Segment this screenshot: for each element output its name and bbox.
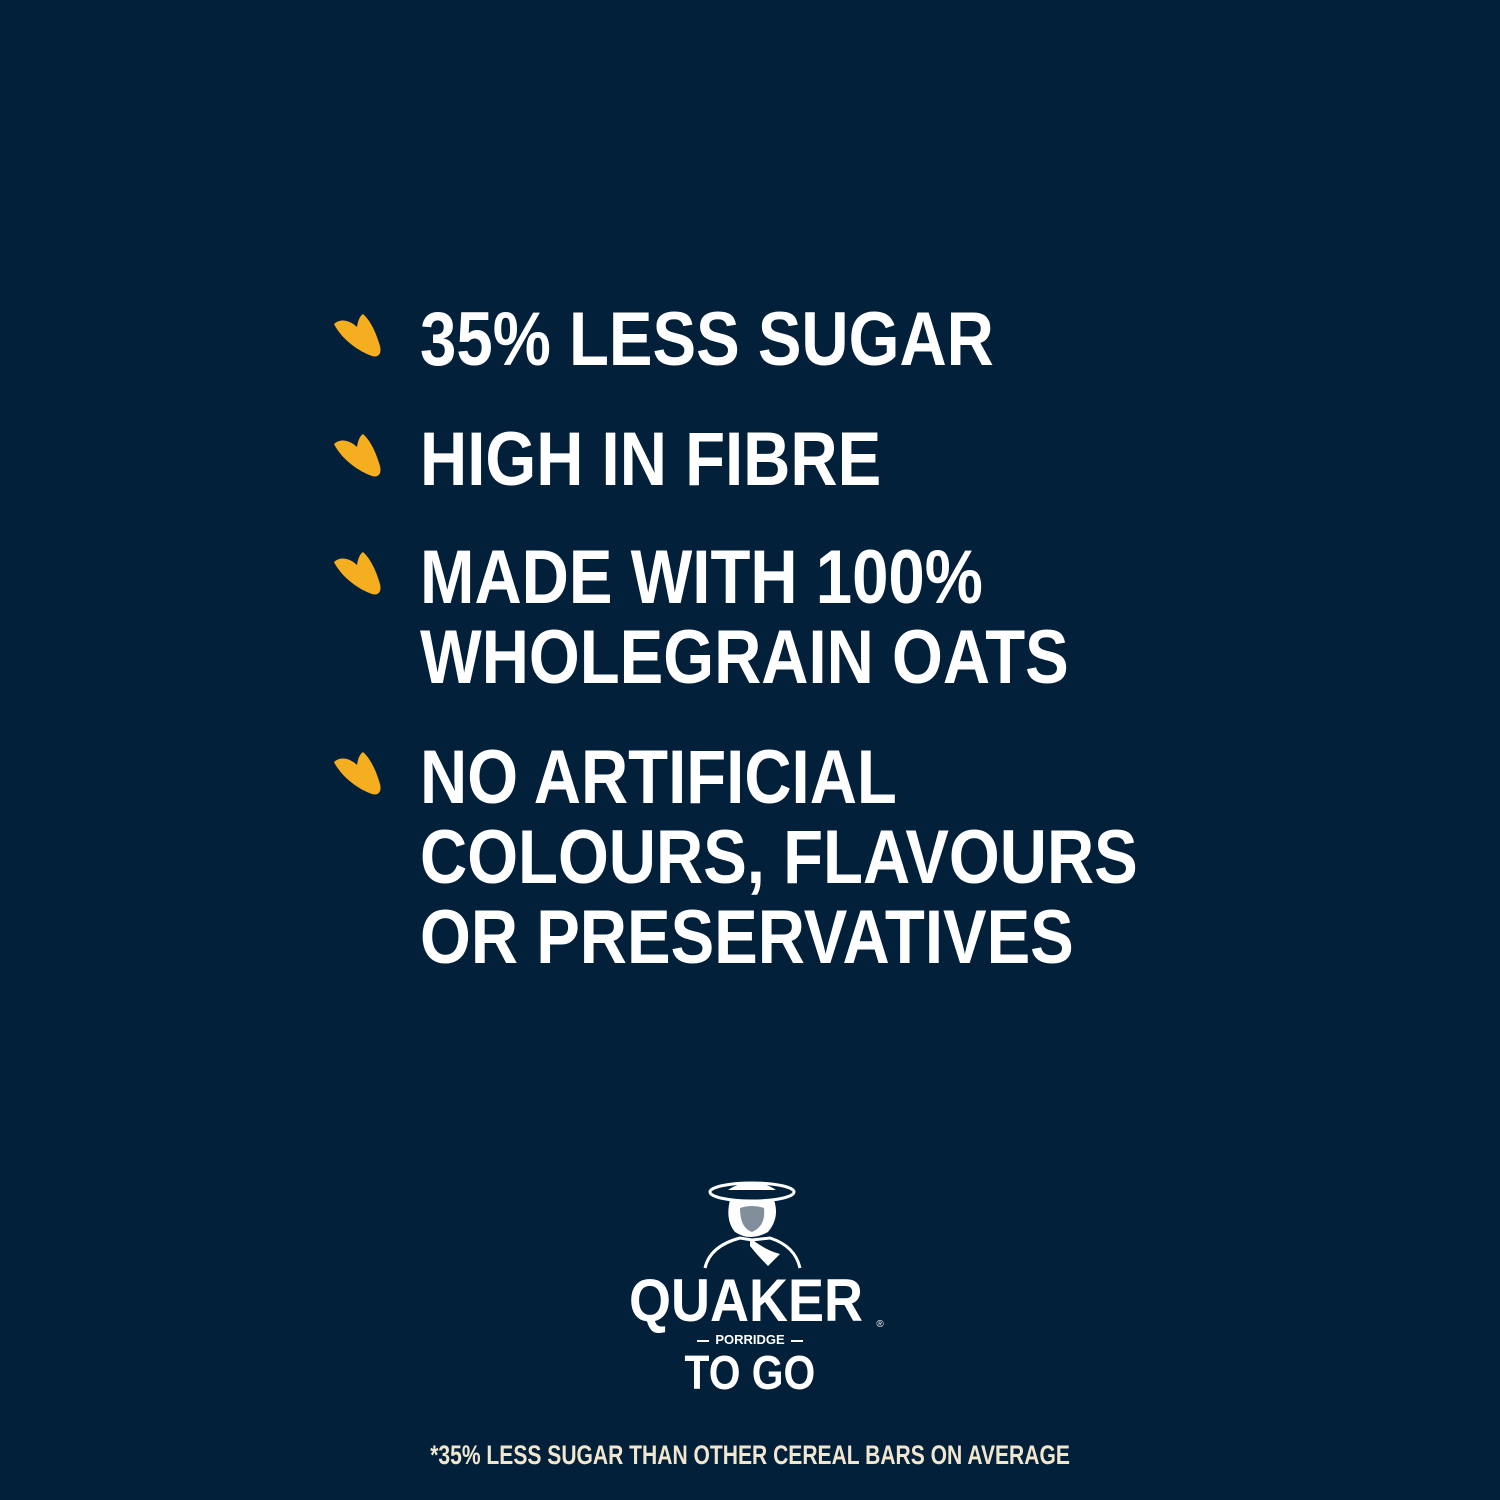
divider <box>790 1339 803 1342</box>
logo-brand: QUAKER <box>629 1267 864 1334</box>
footnote: *35% LESS SUGAR THAN OTHER CEREAL BARS O… <box>0 1440 1500 1471</box>
oat-grain-icon <box>330 430 386 480</box>
oat-grain-icon <box>330 548 386 598</box>
benefit-text: HIGH IN FIBRE <box>420 417 882 502</box>
benefit-text: 35% LESS SUGAR <box>420 297 994 382</box>
quaker-logo: QUAKER ® PORRIDGE TO GO <box>590 1170 910 1400</box>
divider <box>697 1339 710 1342</box>
oat-grain-icon <box>330 310 386 360</box>
footnote-text: *35% LESS SUGAR THAN OTHER CEREAL BARS O… <box>430 1440 1070 1470</box>
benefit-text: NO ARTIFICIAL <box>420 735 897 820</box>
oat-grain-icon <box>330 748 386 798</box>
benefit-text: COLOURS, FLAVOURS <box>420 815 1138 900</box>
benefit-text: WHOLEGRAIN OATS <box>420 615 1069 700</box>
logo-sub: PORRIDGE <box>715 1332 785 1347</box>
benefit-text: MADE WITH 100% <box>420 535 983 620</box>
benefit-text: OR PRESERVATIVES <box>420 895 1074 980</box>
logo-registered: ® <box>876 1319 884 1330</box>
quaker-man-icon <box>703 1181 802 1269</box>
logo-product: TO GO <box>684 1347 816 1400</box>
